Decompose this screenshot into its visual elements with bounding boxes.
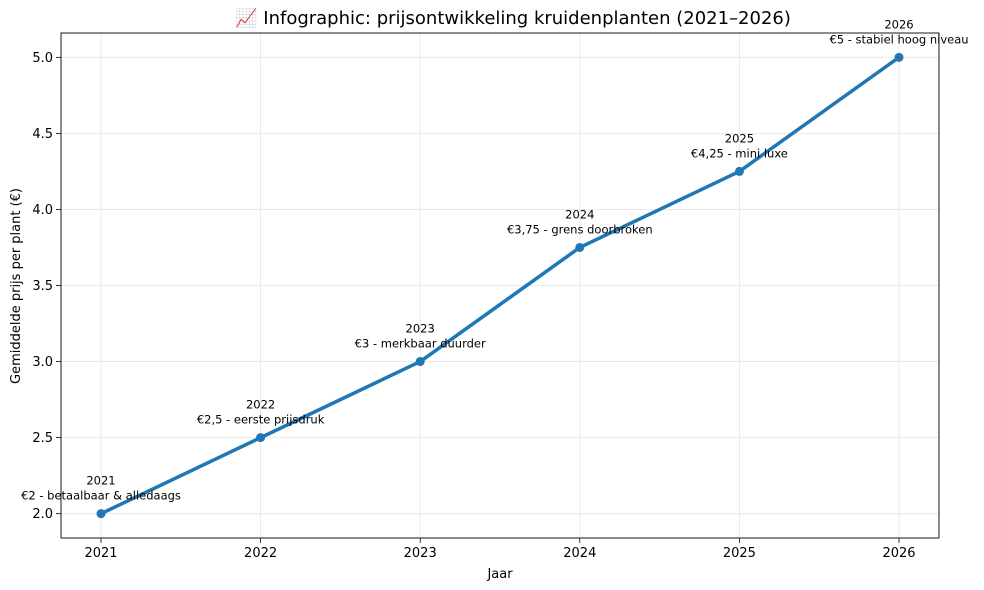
annotation-year: 2026 [884,17,913,31]
y-tick-label: 2.5 [32,431,53,446]
annotation-year: 2024 [565,207,594,221]
series-line [99,55,901,516]
data-point [575,242,585,252]
data-point [96,509,106,519]
annotation-year: 2023 [406,322,435,336]
x-tick-label: 2023 [404,546,437,561]
data-point [734,166,744,176]
x-axis-title: Jaar [486,567,513,582]
annotation-year: 2021 [86,474,115,488]
annotation-year: 2025 [725,131,754,145]
data-point [894,52,904,62]
y-tick-label: 4.5 [32,127,53,142]
annotation-label: €5 - stabiel hoog niveau [829,32,968,46]
x-tick-label: 2026 [882,546,915,561]
y-tick-label: 3.0 [32,355,53,370]
annotation-year: 2022 [246,398,275,412]
annotations: 2021€2 - betaalbaar & alledaags 2022€2,5 … [21,17,968,502]
data-point [415,357,425,367]
y-tick-label: 3.5 [32,279,53,294]
y-tick-label: 4.0 [32,203,53,218]
y-axis-title: Gemiddelde prijs per plant (€) [9,188,24,384]
grid [61,33,939,538]
x-tick-label: 2025 [723,546,756,561]
annotation-label: €2 - betaalbaar & alledaags [21,489,181,503]
y-tick-label: 2.0 [32,507,53,522]
x-tick-label: 2022 [244,546,277,561]
chart-title: 📈 Infographic: prijsontwikkeling kruiden… [235,7,791,29]
annotation-label: €4,25 - mini luxe [691,146,788,160]
annotation-label: €3 - merkbaar duurder [355,337,486,351]
plot-frame [60,32,940,539]
x-tick-label: 2024 [563,546,596,561]
x-tick-label: 2021 [84,546,117,561]
series-layer [96,52,904,519]
axes: 2021 2022 2023 2024 2025 2026 2.0 2.5 3.0 3.5 4.0 4… [32,32,940,561]
y-tick-label: 5.0 [32,51,53,66]
annotation-label: €3,75 - grens doorbroken [507,222,653,236]
annotation-label: €2,5 - eerste prijsdruk [197,413,325,427]
data-point [256,433,266,443]
